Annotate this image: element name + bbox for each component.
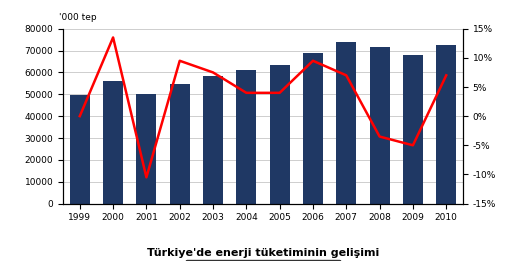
Legend: Tüketim, Büyüme: Tüketim, Büyüme [185, 260, 341, 261]
Bar [170, 85, 190, 204]
Bar [370, 47, 390, 204]
Bar [103, 81, 123, 204]
Bar [236, 70, 256, 204]
Bar [270, 65, 290, 204]
Bar [136, 94, 156, 204]
Bar [436, 45, 456, 204]
Bar [403, 55, 423, 204]
Bar [70, 95, 90, 204]
Text: Türkiye'de enerji tüketiminin gelişimi: Türkiye'de enerji tüketiminin gelişimi [147, 248, 379, 258]
Bar [336, 42, 356, 204]
Bar [203, 76, 223, 204]
Text: '000 tep: '000 tep [59, 13, 97, 22]
Bar [303, 53, 323, 204]
